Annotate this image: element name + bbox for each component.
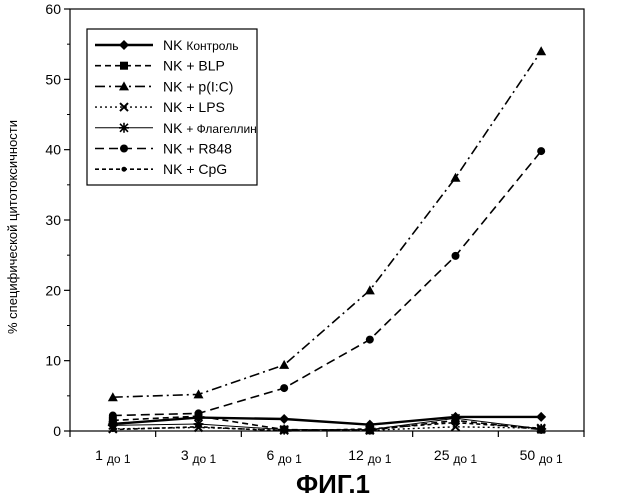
legend-label: NK + BLP (163, 58, 225, 74)
legend-marker (122, 167, 127, 172)
y-tick-label: 50 (45, 71, 61, 87)
data-point (110, 427, 115, 432)
x-tick-label: 1 до 1 (95, 447, 131, 466)
x-tick-label: 3 до 1 (181, 447, 217, 466)
legend-label: NK + p(I:C) (163, 78, 233, 94)
legend-marker (120, 145, 128, 153)
x-axis: 1 до 1 3 до 1 6 до 1 12 до 1 25 до 1 50 до 1 (70, 431, 584, 466)
legend-marker (120, 62, 128, 70)
data-point (196, 424, 201, 429)
data-point (539, 426, 544, 431)
legend: NK Контроль NK + BLP NK + p(I:C) NK + LPS NK… (87, 29, 257, 185)
data-point (109, 412, 117, 420)
x-tick-label: 12 до 1 (348, 447, 391, 466)
legend-label: NK + LPS (163, 99, 225, 115)
legend-label: NK + CpG (163, 161, 227, 177)
y-tick-label: 60 (45, 1, 61, 17)
data-point (536, 46, 546, 55)
legend-marker (119, 123, 129, 133)
data-point (451, 173, 461, 182)
series-5 (109, 147, 545, 419)
legend-label: NK + Флагеллин (163, 120, 257, 136)
data-point (453, 420, 458, 425)
data-point (452, 252, 460, 260)
y-tick-label: 30 (45, 212, 61, 228)
data-point (280, 384, 288, 392)
y-axis: 0 10 20 30 40 50 60 (45, 1, 70, 439)
data-point (537, 147, 545, 155)
x-tick-label: 6 до 1 (266, 447, 302, 466)
y-tick-label: 20 (45, 282, 61, 298)
y-tick-label: 10 (45, 353, 61, 369)
y-tick-label: 40 (45, 142, 61, 158)
x-tick-label: 50 до 1 (520, 447, 563, 466)
data-point (367, 426, 372, 431)
data-point (279, 414, 289, 424)
series-line (113, 151, 541, 415)
y-tick-label: 0 (53, 423, 61, 439)
data-point (536, 412, 546, 422)
legend-label: NK + R848 (163, 141, 232, 157)
data-point (366, 336, 374, 344)
data-point (195, 409, 203, 417)
data-point (282, 429, 287, 434)
legend-label: NK Контроль (163, 37, 238, 53)
x-tick-label: 25 до 1 (434, 447, 477, 466)
figure-caption: ФИГ.1 (296, 469, 370, 499)
y-axis-title: % специфической цитотоксичности (5, 120, 20, 334)
